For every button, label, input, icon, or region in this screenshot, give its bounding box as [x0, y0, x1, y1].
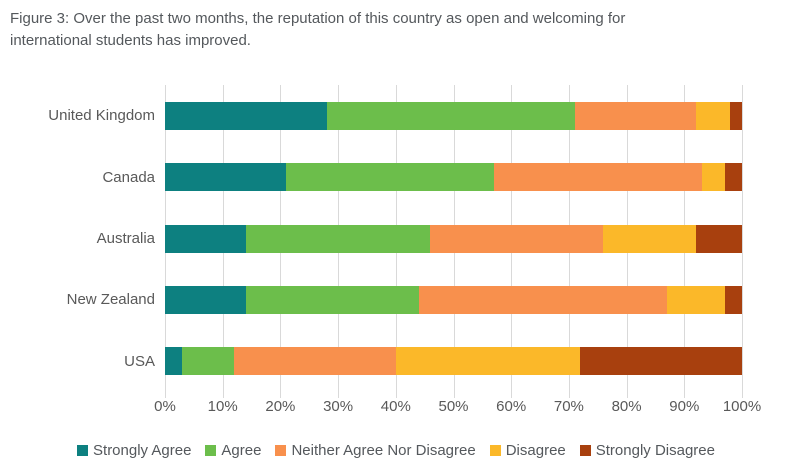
gridline-100 — [742, 85, 743, 398]
x-axis: 0% 10% 20% 30% 40% 50% 60% 70% 80% 90% 100% — [154, 398, 761, 418]
chart-row-canada: Canada — [102, 146, 742, 207]
x-tick-label-70: 70% — [553, 398, 584, 415]
bar-segment-united-kingdom-neither-agree-nor-disagree — [574, 101, 696, 130]
legend-item-disagree: Disagree — [489, 442, 566, 459]
bar-segment-usa-disagree — [395, 347, 581, 376]
category-label-canada: Canada — [102, 168, 155, 186]
chart-row-australia: Australia — [97, 208, 742, 269]
bar-segment-united-kingdom-strongly-disagree — [730, 101, 742, 130]
bar-segment-canada-strongly-disagree — [724, 163, 742, 192]
x-tick-label-100: 100% — [722, 398, 762, 415]
plot-area: United Kingdom Canada Australia New Zealand… — [48, 85, 742, 392]
legend-item-strongly-disagree: Strongly Disagree — [579, 442, 715, 459]
bar-segment-canada-disagree — [701, 163, 725, 192]
chart-row-new-zealand: New Zealand — [67, 269, 742, 330]
bar-segment-new-zealand-strongly-disagree — [724, 285, 742, 314]
legend-label-agree: Agree — [221, 442, 262, 459]
legend: Strongly Agree Agree Neither Agree Nor Dis… — [0, 442, 792, 459]
bar-segment-usa-neither-agree-nor-disagree — [234, 347, 396, 376]
legend-swatch-icon-strongly-agree — [77, 445, 89, 456]
bar-segment-usa-agree — [182, 347, 235, 376]
legend-swatch-icon-neither-agree-nor-disagree — [275, 445, 287, 456]
bar-australia — [165, 224, 742, 253]
bar-segment-usa-strongly-disagree — [580, 347, 742, 376]
chart-row-united-kingdom: United Kingdom — [48, 85, 742, 146]
bar-segment-australia-strongly-disagree — [695, 224, 742, 253]
x-tick-label-0: 0% — [154, 398, 176, 415]
bar-segment-new-zealand-disagree — [666, 285, 725, 314]
legend-label-neither-agree-nor-disagree: Neither Agree Nor Disagree — [291, 442, 476, 459]
bar-united-kingdom — [165, 101, 742, 130]
bar-segment-united-kingdom-disagree — [695, 101, 731, 130]
bar-segment-usa-strongly-agree — [165, 347, 183, 376]
category-label-usa: USA — [124, 352, 155, 370]
legend-item-strongly-agree: Strongly Agree — [77, 442, 191, 459]
x-tick-label-30: 30% — [323, 398, 354, 415]
bar-segment-canada-strongly-agree — [165, 163, 287, 192]
bar-segment-australia-agree — [245, 224, 431, 253]
legend-swatch-icon-agree — [205, 445, 217, 456]
x-tick-label-50: 50% — [438, 398, 469, 415]
bar-segment-australia-disagree — [603, 224, 696, 253]
category-label-new-zealand: New Zealand — [66, 291, 155, 309]
legend-swatch-icon-strongly-disagree — [579, 445, 591, 456]
bar-segment-canada-neither-agree-nor-disagree — [493, 163, 702, 192]
x-tick-label-40: 40% — [380, 398, 411, 415]
bar-usa — [165, 347, 742, 376]
bar-segment-australia-neither-agree-nor-disagree — [430, 224, 604, 253]
x-tick-label-20: 20% — [265, 398, 296, 415]
category-label-united-kingdom: United Kingdom — [48, 107, 155, 125]
x-tick-label-90: 90% — [669, 398, 700, 415]
x-tick-label-10: 10% — [207, 398, 238, 415]
bar-segment-united-kingdom-agree — [326, 101, 575, 130]
x-tick-label-60: 60% — [496, 398, 527, 415]
legend-item-neither-agree-nor-disagree: Neither Agree Nor Disagree — [275, 442, 476, 459]
bar-segment-united-kingdom-strongly-agree — [165, 101, 327, 130]
bar-segment-new-zealand-strongly-agree — [165, 285, 246, 314]
bar-new-zealand — [165, 285, 742, 314]
legend-label-disagree: Disagree — [505, 442, 566, 459]
bar-segment-canada-agree — [286, 163, 494, 192]
x-tick-label-80: 80% — [611, 398, 642, 415]
figure-title: Figure 3: Over the past two months, the … — [10, 10, 626, 49]
chart-row-usa: USA — [124, 331, 742, 392]
legend-label-strongly-agree: Strongly Agree — [93, 442, 192, 459]
category-label-australia: Australia — [96, 230, 155, 248]
bar-segment-australia-strongly-agree — [165, 224, 246, 253]
legend-label-strongly-disagree: Strongly Disagree — [595, 442, 715, 459]
legend-swatch-icon-disagree — [489, 445, 501, 456]
legend-item-agree: Agree — [205, 442, 261, 459]
bar-segment-new-zealand-neither-agree-nor-disagree — [418, 285, 667, 314]
bar-segment-new-zealand-agree — [245, 285, 419, 314]
bar-canada — [165, 163, 742, 192]
stacked-bar-chart: United Kingdom Canada Australia New Zealand… — [48, 85, 743, 398]
